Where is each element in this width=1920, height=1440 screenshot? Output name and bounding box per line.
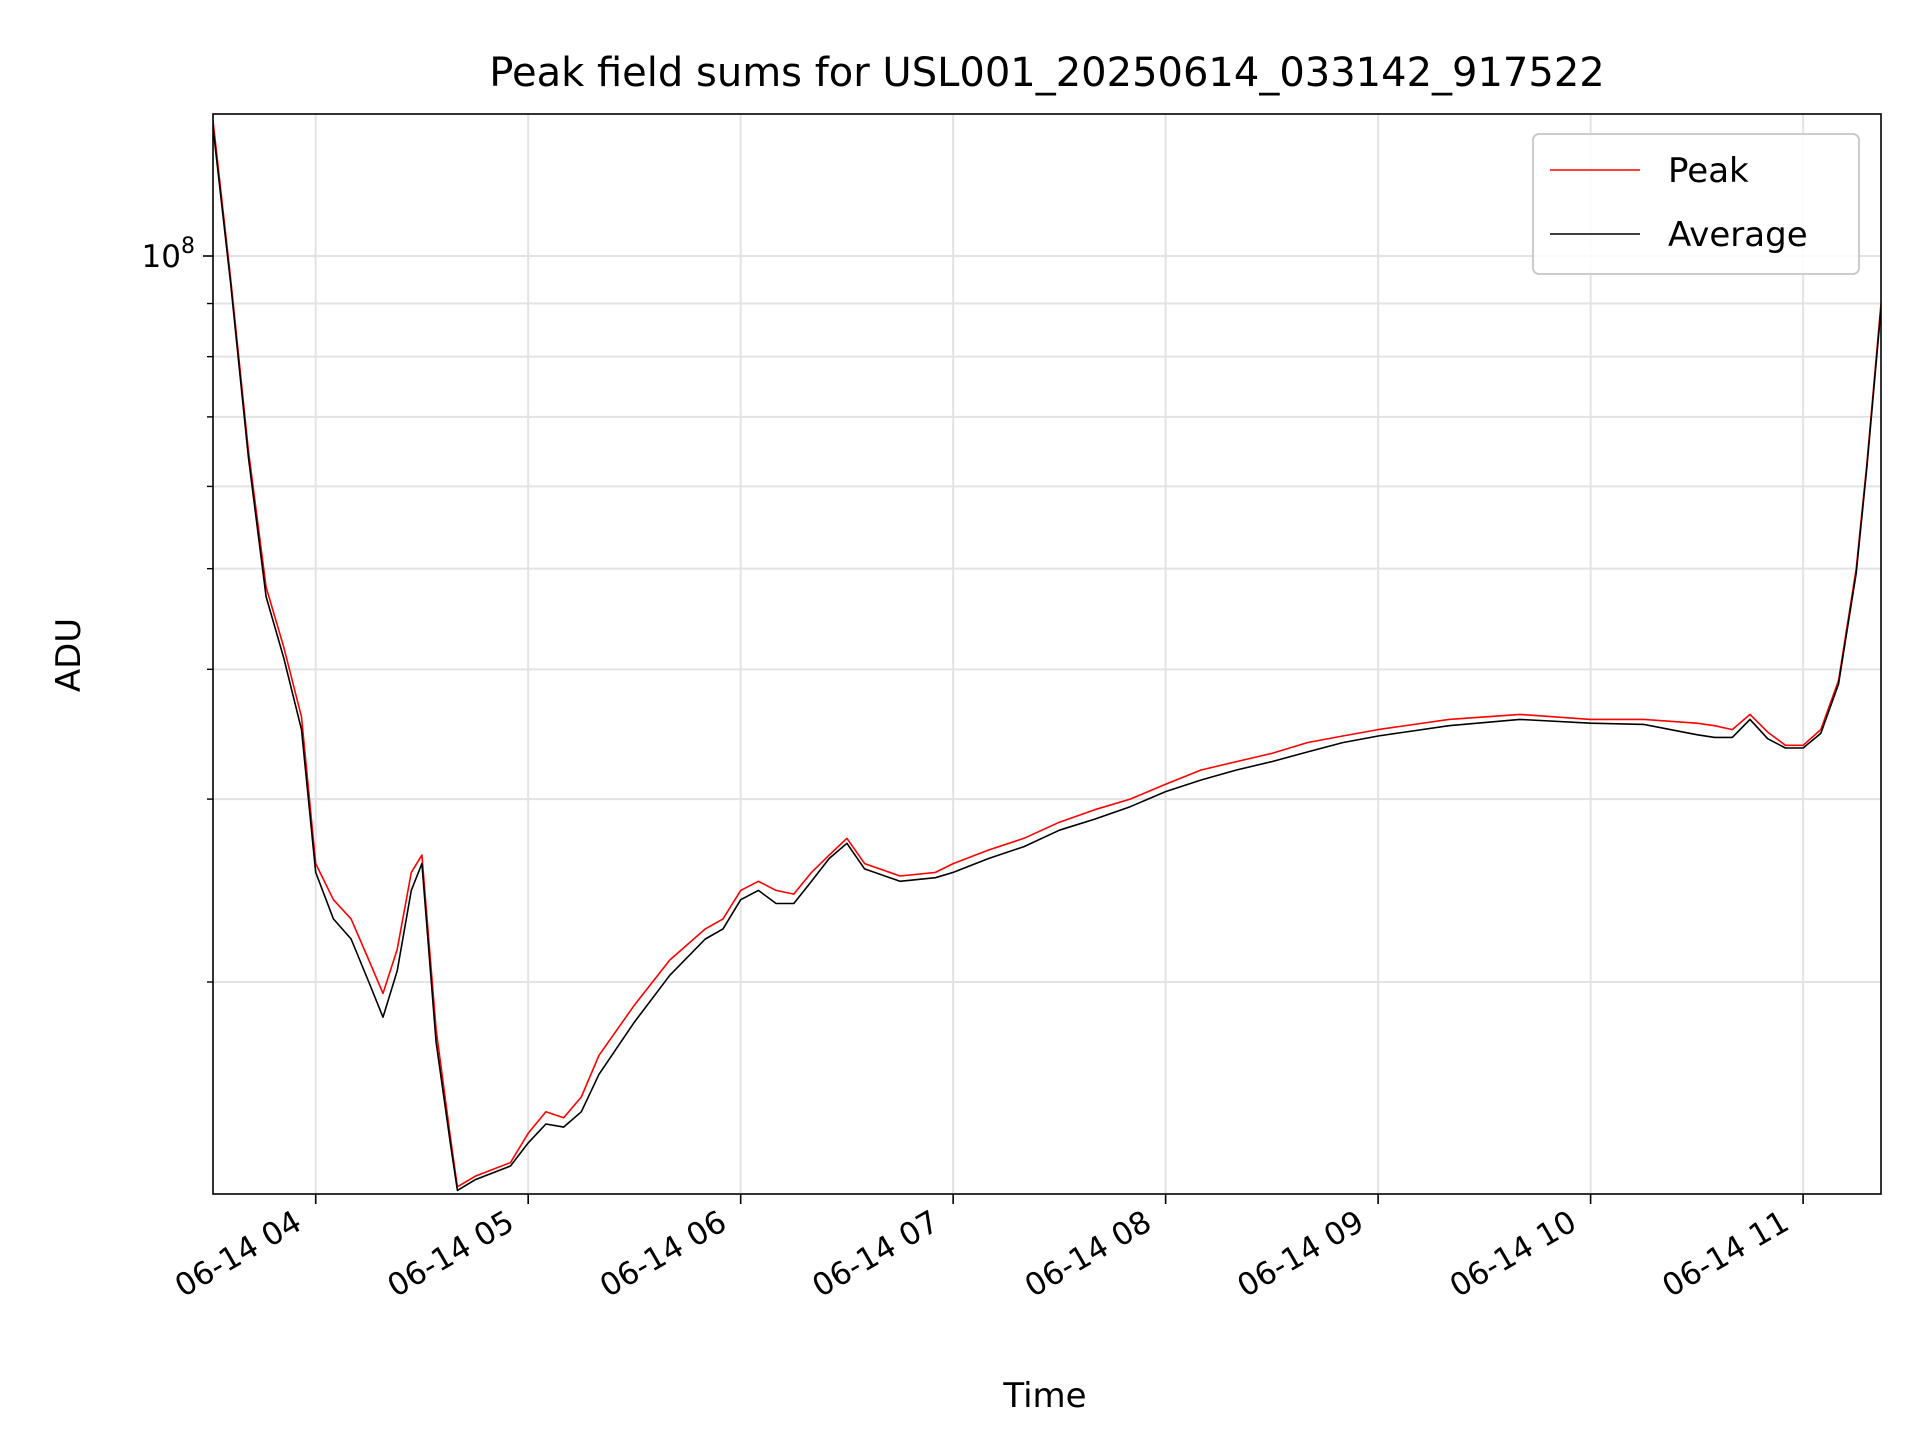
y-tick-base: 10: [142, 239, 181, 275]
plot-frame: [212, 113, 1882, 1195]
y-tick-label: 108: [142, 234, 195, 275]
grid-lines: [213, 114, 1881, 1194]
series-line-peak: [213, 120, 1881, 1188]
legend-box: [1532, 133, 1860, 275]
legend-peak-label: Peak: [1668, 151, 1749, 191]
legend: Peak Average: [1532, 133, 1860, 275]
y-axis-ticks: 108: [142, 234, 213, 983]
series-layer: [213, 120, 1881, 1192]
legend-average-label: Average: [1668, 215, 1808, 255]
series-line-average: [213, 127, 1881, 1192]
y-axis-label: ADU: [49, 618, 89, 692]
chart-title: Peak field sums for USL001_20250614_0331…: [489, 50, 1604, 96]
y-tick-exponent: 8: [181, 234, 195, 259]
x-axis-label: Time: [1002, 1376, 1086, 1416]
